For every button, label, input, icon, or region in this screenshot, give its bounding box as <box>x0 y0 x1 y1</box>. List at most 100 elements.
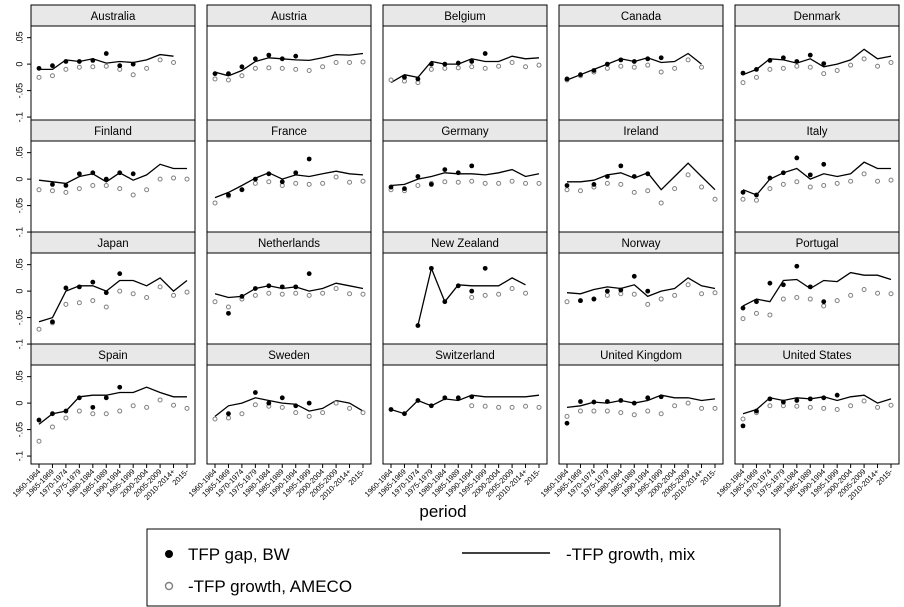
point-bw <box>794 398 800 403</box>
x-axis-label: period <box>419 502 466 521</box>
y-tick-label: -.05 <box>14 310 24 326</box>
panel-title: Belgium <box>444 11 486 23</box>
point-ameco <box>49 73 55 79</box>
point-bw <box>402 411 407 417</box>
panel-spain: Spain.050-.05-.11960-19641965-19691970-1… <box>11 343 196 502</box>
point-bw <box>252 286 258 291</box>
point-bw <box>469 288 475 294</box>
point-ameco <box>117 186 123 192</box>
point-ameco <box>834 406 840 412</box>
point-bw <box>780 55 786 61</box>
panel-title: Denmark <box>794 11 841 23</box>
point-bw <box>564 420 570 426</box>
point-ameco <box>712 196 718 202</box>
panel-title: Austria <box>271 11 307 23</box>
point-ameco <box>834 67 840 73</box>
point-ameco <box>482 65 488 71</box>
point-ameco <box>428 66 434 72</box>
panel-title: Australia <box>91 11 136 23</box>
y-tick-label: 0 <box>14 62 24 67</box>
point-ameco <box>740 80 746 86</box>
point-bw <box>442 61 448 67</box>
point-ameco <box>699 64 705 70</box>
point-ameco <box>144 65 150 71</box>
point-ameco <box>821 71 827 77</box>
x-tick-label: 2015- <box>346 467 366 487</box>
point-bw <box>482 265 488 271</box>
point-ameco <box>875 63 881 69</box>
point-ameco <box>293 66 299 72</box>
legend-label-bw: TFP gap, BW <box>188 545 290 564</box>
point-bw <box>117 384 123 390</box>
point-ameco <box>157 284 163 290</box>
point-ameco <box>320 64 326 70</box>
point-bw <box>103 176 109 182</box>
point-ameco <box>90 298 96 304</box>
point-bw <box>239 187 245 193</box>
point-bw <box>90 279 96 285</box>
point-ameco <box>49 424 55 430</box>
point-ameco <box>672 403 678 409</box>
point-bw <box>293 53 299 59</box>
legend-marker-bw <box>165 550 173 558</box>
point-ameco <box>360 178 366 184</box>
point-bw <box>645 395 651 401</box>
point-ameco <box>577 408 583 414</box>
point-ameco <box>658 296 664 302</box>
point-ameco <box>509 285 515 291</box>
point-ameco <box>645 188 651 194</box>
point-bw <box>754 192 759 198</box>
panel-title: France <box>271 126 307 138</box>
point-ameco <box>523 290 529 296</box>
point-bw <box>76 171 82 177</box>
x-tick-label: 2015- <box>170 467 190 487</box>
point-bw <box>578 298 583 304</box>
point-ameco <box>225 415 231 421</box>
legend: TFP gap, BW -TFP growth, mix -TFP growth… <box>146 528 781 607</box>
point-ameco <box>144 404 150 410</box>
panel-title: Norway <box>622 238 661 250</box>
point-ameco <box>469 64 475 70</box>
point-ameco <box>469 294 475 300</box>
point-ameco <box>564 413 570 419</box>
point-ameco <box>469 178 475 184</box>
point-ameco <box>320 410 326 416</box>
panel-title: Netherlands <box>258 238 320 250</box>
point-ameco <box>672 65 678 71</box>
point-bw <box>226 192 231 198</box>
point-ameco <box>266 179 272 185</box>
series-line-mix <box>566 394 716 409</box>
point-ameco <box>618 181 624 187</box>
point-ameco <box>848 292 854 298</box>
panel-denmark: Denmark <box>734 4 900 126</box>
point-ameco <box>672 292 678 298</box>
point-ameco <box>184 289 190 295</box>
plot-area <box>734 364 900 465</box>
series-line-mix <box>214 397 364 417</box>
point-bw <box>482 51 488 56</box>
point-bw <box>807 396 813 402</box>
point-ameco <box>76 300 82 306</box>
legend-label-mix: -TFP growth, mix <box>566 545 696 564</box>
y-tick-label: 0 <box>14 177 24 182</box>
point-ameco <box>807 184 813 190</box>
series-line-mix <box>417 266 526 326</box>
point-ameco <box>685 172 691 178</box>
point-bw <box>266 52 272 58</box>
point-ameco <box>130 291 136 297</box>
point-ameco <box>90 182 96 188</box>
point-bw <box>631 174 637 179</box>
point-ameco <box>455 65 461 71</box>
point-ameco <box>861 287 867 293</box>
point-bw <box>740 189 746 195</box>
point-bw <box>76 284 82 290</box>
point-ameco <box>618 410 624 416</box>
point-bw <box>754 67 759 72</box>
point-ameco <box>347 60 353 66</box>
point-ameco <box>658 200 664 206</box>
point-ameco <box>171 175 177 181</box>
point-bw <box>631 273 637 279</box>
point-ameco <box>618 63 624 69</box>
point-ameco <box>320 180 326 186</box>
point-ameco <box>564 299 570 305</box>
